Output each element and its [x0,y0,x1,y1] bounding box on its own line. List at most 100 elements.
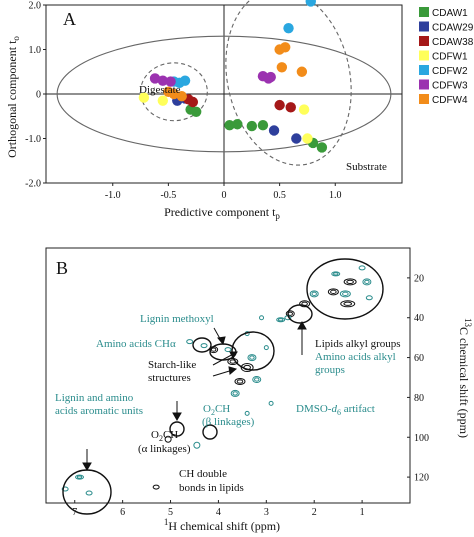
panel-b-arrows [82,320,307,472]
panel-a-label: A [63,9,76,29]
o2ch-beta-label: O2CH [203,403,230,417]
legend-label-cdfw3: CDFW3 [432,81,468,92]
o2ch-beta-linkage: (β linkages) [202,416,255,428]
legend-label-cdfw1: CDFW1 [432,52,468,63]
point-cdfw3 [157,75,169,86]
panel-b-xtick-label: 6 [120,507,125,518]
o2ch-alpha-sub: 2 [159,434,163,443]
panel-a-y-ticks: 2.0 1.0 0 -1.0 -2.0 [25,1,46,190]
panel-b-y-ticks: 20 40 60 80 100 120 [407,273,429,484]
point-cdaw38 [274,99,285,111]
panel-b-frame [45,247,411,504]
dmso-text-1: DMSO- [296,403,332,415]
ch-double-label-1: CH double [179,468,227,480]
point-cdfw1 [138,92,150,103]
point-cdaw29 [268,125,280,136]
dmso-circle [287,304,313,324]
dmso-text-d: d [331,403,337,415]
o2ch-alpha-circle [169,421,185,437]
point-cdaw1 [316,142,328,153]
panel-a-xlabel: Predictive component tp [164,205,280,221]
o2ch-alpha-ch: CH [163,429,178,441]
panel-a-xtick-label: 0 [222,190,227,201]
amino-alkyl-label-2: groups [315,364,345,376]
contour-peak-inner [232,391,238,396]
panel-a-ytick-label: 2.0 [29,1,42,12]
legend-label-cdaw38: CDAW38 [432,37,474,48]
point-cdfw2 [283,22,294,34]
point-cdfw4 [279,42,291,53]
lignin-methoxyl-label: Lignin methoxyl [140,313,214,325]
substrate-label: Substrate [346,161,387,173]
point-cdfw1 [298,104,310,115]
panel-b-xlabel-sup: 1 [164,517,169,527]
contour-peak [200,343,208,349]
digestate-ellipse [140,62,208,122]
point-cdaw1 [257,119,269,131]
aromatic-label-2: acids aromatic units [55,405,143,417]
starch-label-1: Starch-like [148,359,196,371]
starch-label-2: structures [148,372,191,384]
panel-b: B 20 40 60 80 100 120 7 6 5 4 3 2 1 [45,247,473,533]
amino-alkyl-label-1: Amino acids alkyl [315,351,396,363]
panel-b-label: B [56,258,68,278]
contour-peak [247,354,257,362]
contour-peak [252,375,262,383]
starch-arrow-2-head [228,366,238,375]
point-cdaw29 [291,133,302,144]
point-cdfw4 [276,62,288,73]
panel-a-ytick-label: -1.0 [25,134,41,145]
lipids-alkyl-label: Lipids alkyl groups [315,338,401,350]
panel-a-legend: CDAW1 CDAW29 CDAW38 CDFW1 CDFW2 CDFW3 CDFW4 [419,7,474,106]
dmso-arrow-head [297,320,307,330]
methoxyl-arrow-head [217,336,226,346]
contour-peak-inner [210,347,217,352]
contour-peak [152,484,160,490]
contour-peak [343,278,357,286]
panel-b-ytick-label: 100 [414,433,429,444]
contour-peak [268,400,274,406]
point-cdfw4 [168,88,180,100]
panel-a-ylabel-sub: o [11,36,21,41]
contour-peak-inner [311,291,317,296]
dmso-text-sub: 6 [337,408,341,417]
lipids-circle [306,258,384,320]
legend-swatch-cdaw38 [419,36,429,46]
legend-swatch-cdaw1 [419,7,429,17]
dmso-text-3: artifact [341,403,375,415]
starch-arrow-1-head [229,351,238,359]
legend-swatch-cdaw29 [419,21,429,32]
hotelling-ellipse [56,35,392,153]
o2ch-beta-circle [202,424,218,440]
panel-a-xlabel-sub: p [275,211,280,221]
substrate-ellipse [225,0,352,166]
point-cdaw1 [246,120,258,132]
point-cdaw38 [285,102,296,113]
contour-peak-inner [342,291,349,296]
panel-a-ytick-label: 0 [36,90,41,101]
contour-peak-inner [346,279,354,285]
point-cdfw1 [157,95,169,106]
contour-peak [164,435,172,443]
panel-b-xtick-label: 4 [216,507,221,518]
point-cdaw1 [232,119,243,130]
point-cdfw4 [176,91,187,102]
point-cdaw38 [187,96,199,108]
panel-b-ylabel-sup: 13 [463,318,473,328]
point-cdaw1 [190,106,202,118]
point-cdfw2 [305,0,316,7]
panel-b-xlabel-main: H chemical shift (ppm) [168,519,280,533]
contour-peak [61,486,69,492]
o2ch-beta-ch: CH [215,403,230,415]
panel-b-xtick-label: 3 [264,507,269,518]
contour-peak [358,265,366,271]
panel-a-points [138,0,328,153]
contour-peak [309,290,319,298]
point-cdfw3 [265,71,276,83]
panel-b-ytick-label: 40 [414,313,424,324]
contour-peak [186,339,194,345]
contour-peak [362,278,372,286]
panel-a: A 2.0 1.0 0 -1.0 -2.0 -1.0 -0.5 0 0.5 1.0 Digest… [5,0,474,221]
contour-peak [75,474,85,480]
dmso-label: DMSO-d6 artifact [296,403,375,417]
